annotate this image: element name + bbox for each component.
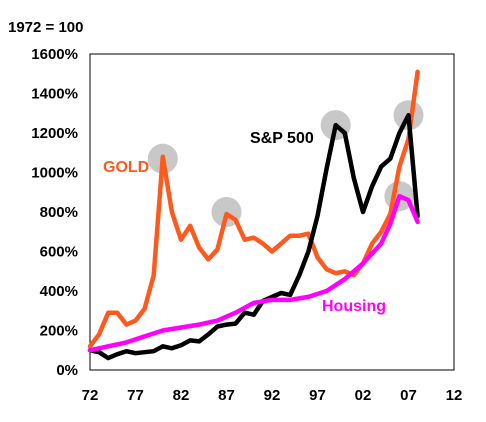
series-label-housing: Housing xyxy=(322,298,386,315)
x-tick-label: 92 xyxy=(264,387,281,404)
x-tick-label: 12 xyxy=(446,387,463,404)
y-axis-labels: 0% 200% 400% 600% 800% 1000% 1200% 1400% 1600% xyxy=(31,46,78,379)
series-line-housing xyxy=(87,193,420,353)
y-tick-label: 1000% xyxy=(31,165,78,182)
series-lines xyxy=(87,69,420,361)
x-axis-labels: 72 77 82 87 92 97 02 07 12 xyxy=(82,387,463,404)
y-tick-label: 800% xyxy=(40,204,78,221)
y-tick-label: 1600% xyxy=(31,46,78,63)
series-line-sp500 xyxy=(87,112,420,361)
y-tick-label: 1200% xyxy=(31,125,78,142)
series-label-gold: GOLD xyxy=(103,159,149,176)
x-tick-label: 07 xyxy=(400,387,417,404)
y-tick-label: 0% xyxy=(56,362,78,379)
y-tick-label: 200% xyxy=(40,323,78,340)
y-tick-label: 600% xyxy=(40,244,78,261)
x-tick-label: 72 xyxy=(82,387,99,404)
x-tick-label: 87 xyxy=(218,387,235,404)
series-label-sp500: S&P 500 xyxy=(250,130,314,147)
x-tick-label: 97 xyxy=(309,387,326,404)
y-tick-label: 400% xyxy=(40,283,78,300)
y-tick-label: 1400% xyxy=(31,86,78,103)
x-tick-label: 82 xyxy=(173,387,190,404)
base-note: 1972 = 100 xyxy=(8,19,84,36)
x-tick-label: 02 xyxy=(355,387,372,404)
plot-area-frame xyxy=(89,53,455,371)
x-tick-label: 77 xyxy=(127,387,144,404)
